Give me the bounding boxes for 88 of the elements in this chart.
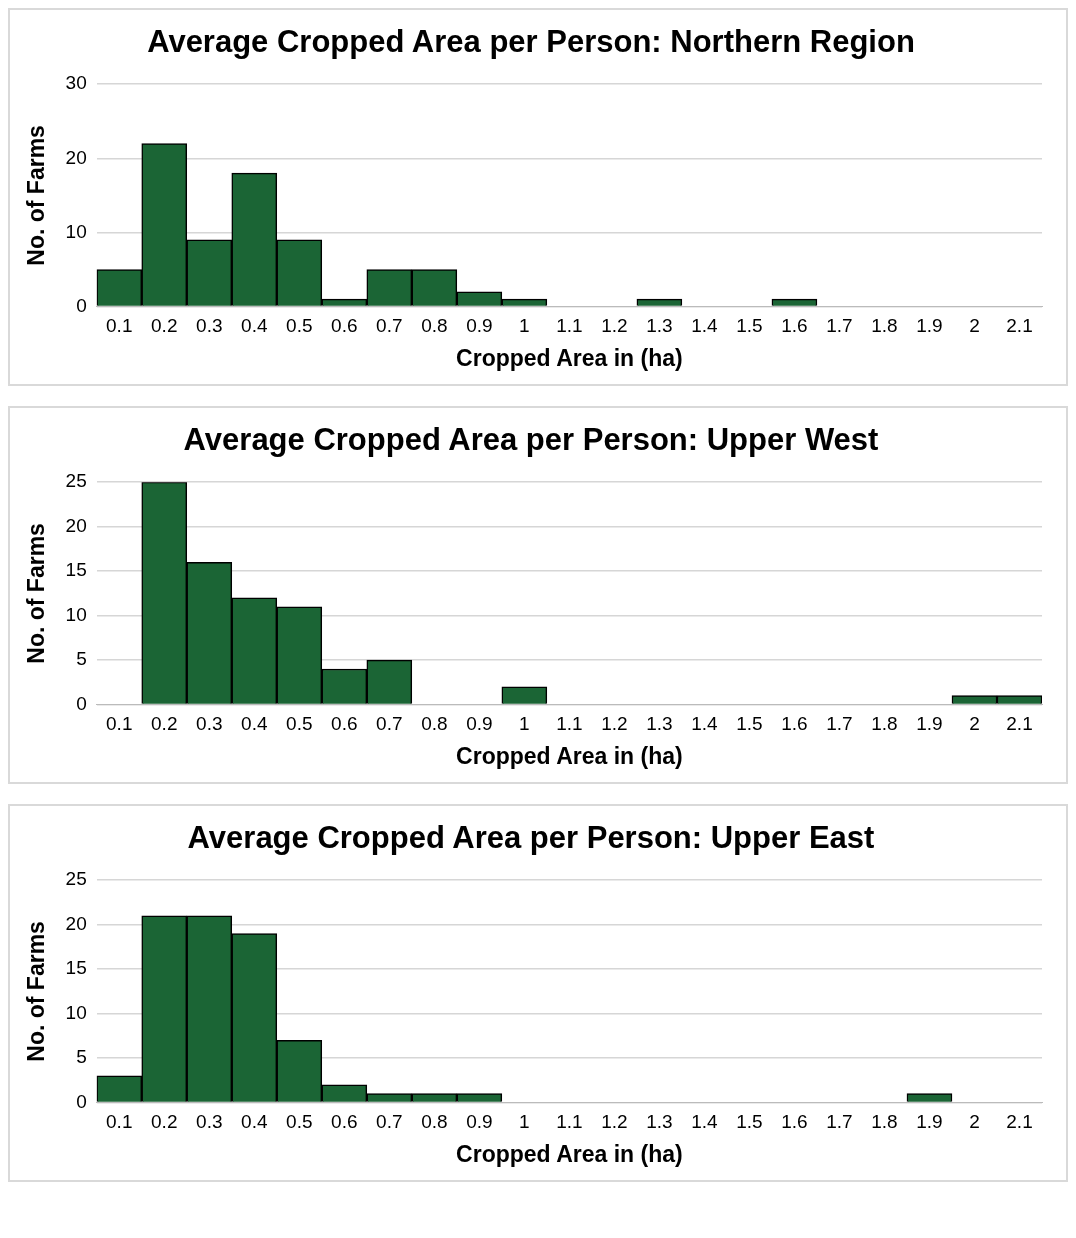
x-tick-label: 1.9 bbox=[916, 315, 943, 337]
x-tick-label: 1.4 bbox=[691, 713, 719, 735]
y-tick-label: 5 bbox=[76, 648, 87, 670]
x-tick-label: 0.1 bbox=[106, 315, 133, 337]
x-tick-label: 1.6 bbox=[781, 315, 808, 337]
x-tick-label: 1 bbox=[519, 315, 530, 337]
x-tick-label: 0.3 bbox=[196, 713, 223, 735]
x-axis-title: Cropped Area in (ha) bbox=[456, 1140, 683, 1167]
y-axis-title: No. of Farms bbox=[23, 125, 50, 266]
x-tick-label: 0.5 bbox=[286, 713, 313, 735]
x-tick-label: 1.7 bbox=[826, 713, 853, 735]
x-tick-label: 1.6 bbox=[781, 713, 808, 735]
x-tick-label: 0.9 bbox=[466, 713, 493, 735]
x-tick-label: 0.5 bbox=[286, 315, 313, 337]
x-tick-label: 1.1 bbox=[556, 1111, 583, 1133]
y-tick-label: 5 bbox=[76, 1046, 87, 1068]
x-tick-label: 1.5 bbox=[736, 1111, 763, 1133]
y-axis-title: No. of Farms bbox=[23, 523, 50, 664]
y-tick-label: 0 bbox=[76, 1090, 87, 1112]
x-tick-label: 1.2 bbox=[601, 315, 628, 337]
x-tick-label: 2 bbox=[969, 1111, 980, 1133]
x-tick-label: 1.2 bbox=[601, 1111, 628, 1133]
x-tick-label: 1 bbox=[519, 1111, 530, 1133]
x-tick-label: 0.8 bbox=[421, 315, 448, 337]
x-tick-label: 0.1 bbox=[106, 1111, 133, 1133]
x-tick-label: 1 bbox=[519, 713, 530, 735]
x-tick-label: 2 bbox=[969, 315, 980, 337]
x-tick-label: 0.6 bbox=[331, 1111, 358, 1133]
x-tick-label: 1.5 bbox=[736, 713, 763, 735]
y-tick-label: 15 bbox=[65, 957, 87, 979]
chart-title: Average Cropped Area per Person: Upper East bbox=[187, 820, 875, 856]
x-tick-label: 1.2 bbox=[601, 713, 628, 735]
x-tick-label: 0.4 bbox=[241, 315, 268, 337]
y-tick-label: 25 bbox=[65, 868, 87, 890]
x-tick-label: 0.2 bbox=[151, 1111, 178, 1133]
y-tick-label: 25 bbox=[65, 470, 87, 492]
x-tick-label: 1.7 bbox=[826, 315, 853, 337]
x-tick-label: 0.2 bbox=[151, 713, 178, 735]
x-tick-label: 0.2 bbox=[151, 315, 178, 337]
x-tick-label: 1.9 bbox=[916, 1111, 943, 1133]
x-tick-label: 1.3 bbox=[646, 1111, 673, 1133]
x-axis-title: Cropped Area in (ha) bbox=[456, 344, 683, 371]
y-tick-label: 10 bbox=[65, 1001, 87, 1023]
y-tick-label: 10 bbox=[65, 603, 87, 625]
x-tick-label: 1.1 bbox=[556, 315, 583, 337]
x-tick-label: 1.3 bbox=[646, 713, 673, 735]
y-tick-label: 0 bbox=[76, 692, 87, 714]
x-tick-label: 2 bbox=[969, 713, 980, 735]
x-tick-label: 0.3 bbox=[196, 315, 223, 337]
x-axis-title: Cropped Area in (ha) bbox=[456, 742, 683, 769]
chart-title: Average Cropped Area per Person: Upper West bbox=[183, 422, 879, 458]
x-tick-label: 0.6 bbox=[331, 315, 358, 337]
x-tick-label: 0.4 bbox=[241, 1111, 268, 1133]
x-tick-label: 2.1 bbox=[1006, 713, 1033, 735]
x-tick-label: 0.8 bbox=[421, 713, 448, 735]
x-tick-label: 2.1 bbox=[1006, 1111, 1033, 1133]
x-tick-label: 1.8 bbox=[871, 1111, 898, 1133]
chart-title: Average Cropped Area per Person: Northern Region bbox=[147, 24, 915, 60]
x-tick-label: 0.7 bbox=[376, 1111, 403, 1133]
y-tick-label: 15 bbox=[65, 559, 87, 581]
x-tick-label: 0.9 bbox=[466, 1111, 493, 1133]
y-axis-title: No. of Farms bbox=[23, 921, 50, 1062]
y-tick-label: 0 bbox=[76, 294, 87, 316]
x-tick-label: 1.8 bbox=[871, 315, 898, 337]
x-tick-label: 0.6 bbox=[331, 713, 358, 735]
x-tick-label: 0.9 bbox=[466, 315, 493, 337]
x-tick-label: 1.4 bbox=[691, 1111, 719, 1133]
x-tick-label: 1.5 bbox=[736, 315, 763, 337]
x-tick-label: 1.4 bbox=[691, 315, 719, 337]
x-tick-label: 1.1 bbox=[556, 713, 583, 735]
x-tick-label: 1.7 bbox=[826, 1111, 853, 1133]
x-tick-label: 0.1 bbox=[106, 713, 133, 735]
x-tick-label: 1.3 bbox=[646, 315, 673, 337]
y-tick-label: 10 bbox=[65, 220, 87, 242]
x-tick-label: 0.7 bbox=[376, 713, 403, 735]
y-tick-label: 30 bbox=[65, 72, 87, 94]
y-tick-label: 20 bbox=[65, 514, 87, 536]
y-tick-label: 20 bbox=[65, 146, 87, 168]
x-tick-label: 1.6 bbox=[781, 1111, 808, 1133]
x-tick-label: 0.3 bbox=[196, 1111, 223, 1133]
x-tick-label: 0.7 bbox=[376, 315, 403, 337]
x-tick-label: 1.9 bbox=[916, 713, 943, 735]
x-tick-label: 2.1 bbox=[1006, 315, 1033, 337]
x-tick-label: 0.4 bbox=[241, 713, 268, 735]
x-tick-label: 0.5 bbox=[286, 1111, 313, 1133]
y-tick-label: 20 bbox=[65, 912, 87, 934]
x-tick-label: 0.8 bbox=[421, 1111, 448, 1133]
x-tick-label: 1.8 bbox=[871, 713, 898, 735]
